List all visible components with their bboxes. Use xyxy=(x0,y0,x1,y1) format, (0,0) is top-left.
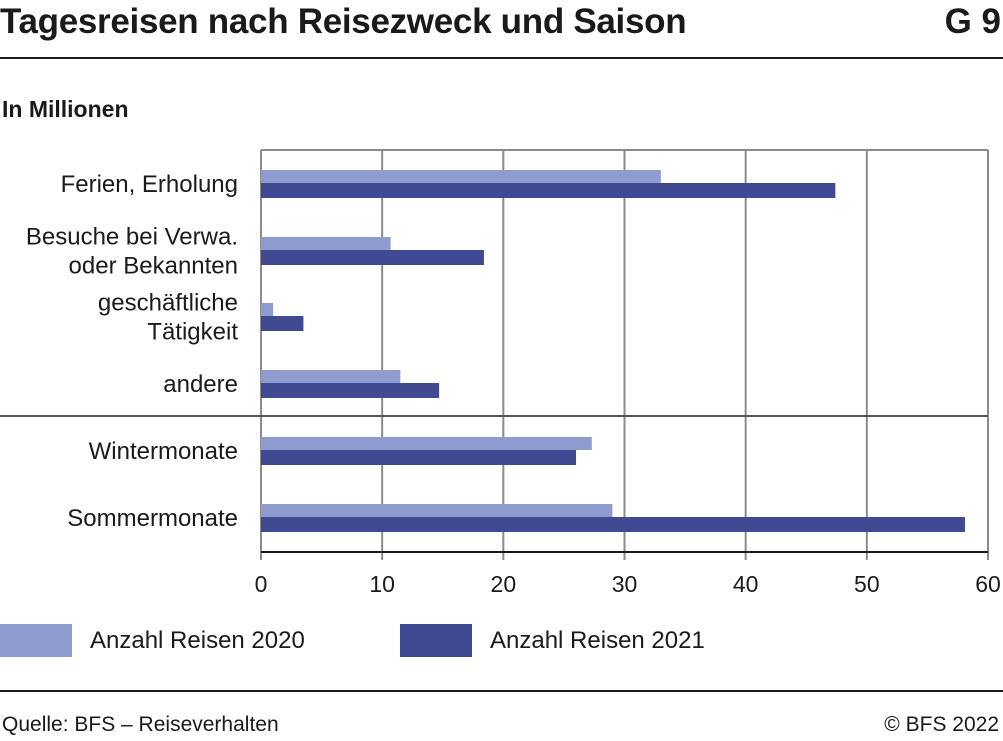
x-tick-label: 20 xyxy=(491,571,517,597)
footer-rule xyxy=(0,690,1003,692)
x-tick-label: 0 xyxy=(255,571,268,597)
category-label: Tätigkeit xyxy=(147,319,238,346)
x-tick-label: 40 xyxy=(733,571,759,597)
category-label: Wintermonate xyxy=(89,438,238,465)
bar-2021 xyxy=(261,316,304,331)
chart-subtitle: In Millionen xyxy=(2,96,129,122)
chart-title: Tagesreisen nach Reisezweck und Saison xyxy=(0,2,687,41)
category-label: geschäftliche xyxy=(98,290,238,317)
bar-2020 xyxy=(261,437,592,450)
x-tick-label: 10 xyxy=(369,571,395,597)
legend-item-2020: Anzahl Reisen 2020 xyxy=(0,624,305,657)
source-note: Quelle: BFS – Reiseverhalten xyxy=(2,713,279,736)
bar-2021 xyxy=(261,250,484,265)
legend-swatch-2020 xyxy=(0,624,72,657)
chart-id: G 9 xyxy=(944,2,1001,41)
grid-layer xyxy=(0,149,989,560)
legend-swatch-2021 xyxy=(400,624,472,657)
legend-item-2021: Anzahl Reisen 2021 xyxy=(400,624,705,657)
x-tick-label: 60 xyxy=(975,571,1001,597)
category-label: oder Bekannten xyxy=(69,253,238,280)
bar-2021 xyxy=(261,450,577,465)
bar-2021 xyxy=(261,517,965,532)
legend-label-2021: Anzahl Reisen 2021 xyxy=(490,626,705,654)
bar-2021 xyxy=(261,383,440,398)
bar-2021 xyxy=(261,183,836,198)
bar-2020 xyxy=(261,170,661,183)
bar-2020 xyxy=(261,303,274,316)
header-rule xyxy=(0,57,1003,59)
bar-layer xyxy=(261,170,965,532)
category-label: Besuche bei Verwa. xyxy=(26,224,238,251)
x-tick-label: 30 xyxy=(612,571,638,597)
category-label: Sommermonate xyxy=(67,505,238,532)
label-layer: Ferien, Erholung Besuche bei Verwa.oder B… xyxy=(26,171,238,532)
bar-2020 xyxy=(261,504,613,517)
bar-2020 xyxy=(261,237,391,250)
copyright-note: © BFS 2022 xyxy=(884,713,999,736)
tick-layer: 0 10 20 30 40 50 60 xyxy=(255,571,1001,597)
x-tick-label: 50 xyxy=(854,571,880,597)
category-label: Ferien, Erholung xyxy=(61,171,238,198)
bar-2020 xyxy=(261,370,401,383)
legend: Anzahl Reisen 2020 Anzahl Reisen 2021 xyxy=(0,624,1003,658)
legend-label-2020: Anzahl Reisen 2020 xyxy=(90,626,305,654)
category-label: andere xyxy=(163,371,238,398)
